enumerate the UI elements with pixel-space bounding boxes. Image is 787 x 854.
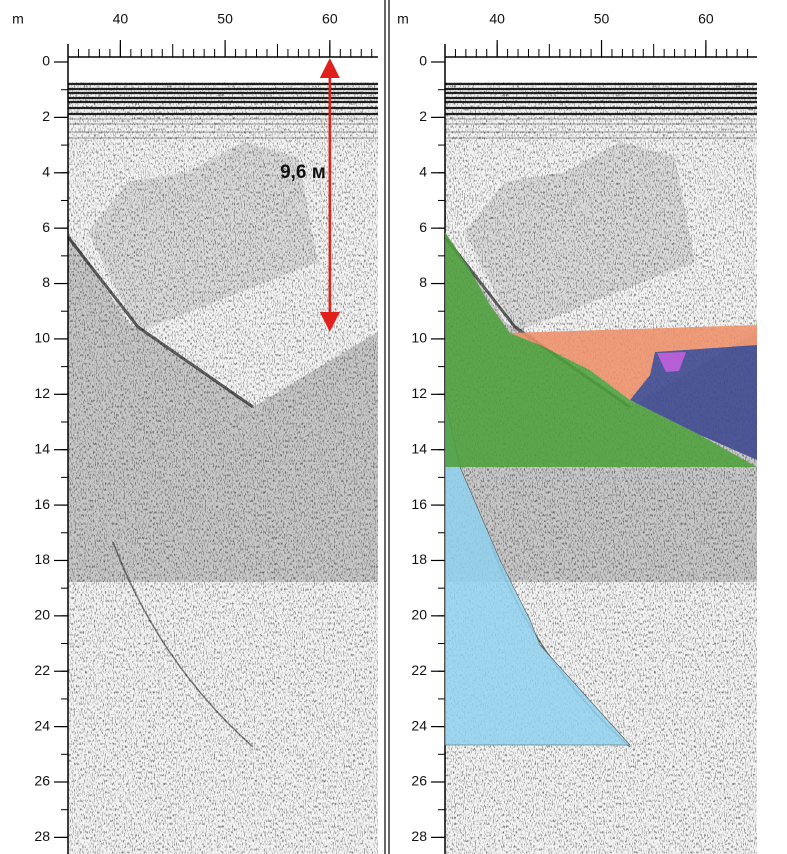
y-tick-label: 18 xyxy=(34,551,50,567)
x-unit-label: m xyxy=(12,11,24,27)
y-tick-label: 6 xyxy=(419,219,427,235)
y-tick-label: 0 xyxy=(42,53,50,69)
y-tick-label: 28 xyxy=(34,828,50,844)
y-tick-label: 14 xyxy=(34,440,50,456)
x-tick-label: 40 xyxy=(113,11,129,27)
layer-orange xyxy=(510,325,757,400)
y-tick-label: 8 xyxy=(42,274,50,290)
x-tick-label: 50 xyxy=(217,11,233,27)
depth-annotation: 9,6 м xyxy=(280,162,326,183)
x-tick-label: 50 xyxy=(594,11,610,27)
layer-purple xyxy=(657,352,686,372)
diffraction-zone xyxy=(88,142,318,332)
y-tick-label: 2 xyxy=(42,108,50,124)
y-tick-label: 20 xyxy=(34,607,50,623)
y-tick-label: 10 xyxy=(411,330,427,346)
deep-reflector xyxy=(112,541,254,748)
x-tick-label: 40 xyxy=(489,11,505,27)
layer-light-blue xyxy=(444,399,631,746)
y-tick-label: 24 xyxy=(411,717,427,733)
y-tick-label: 10 xyxy=(34,330,50,346)
x-unit-label: m xyxy=(397,11,409,27)
y-tick-label: 18 xyxy=(411,551,427,567)
dipping-reflector xyxy=(66,236,254,409)
y-tick-label: 4 xyxy=(42,163,50,179)
diffraction-zone xyxy=(465,142,695,332)
layer-green xyxy=(445,232,757,467)
y-tick-label: 2 xyxy=(419,108,427,124)
y-tick-label: 22 xyxy=(411,662,427,678)
y-tick-label: 12 xyxy=(34,385,50,401)
y-tick-label: 20 xyxy=(411,607,427,623)
y-tick-label: 6 xyxy=(42,219,50,235)
y-tick-label: 28 xyxy=(411,828,427,844)
y-tick-label: 16 xyxy=(34,496,50,512)
y-tick-label: 16 xyxy=(411,496,427,512)
y-tick-label: 22 xyxy=(34,662,50,678)
layer-blue xyxy=(630,345,757,460)
y-tick-label: 14 xyxy=(411,440,427,456)
x-tick-label: 60 xyxy=(698,11,714,27)
interpretation-layers xyxy=(444,232,757,746)
y-tick-label: 24 xyxy=(34,717,50,733)
y-tick-label: 4 xyxy=(419,163,427,179)
y-tick-label: 26 xyxy=(411,773,427,789)
x-tick-label: 60 xyxy=(322,11,338,27)
y-tick-label: 26 xyxy=(34,773,50,789)
y-tick-label: 12 xyxy=(411,385,427,401)
y-tick-label: 8 xyxy=(419,274,427,290)
radargram xyxy=(66,82,378,854)
y-tick-label: 0 xyxy=(419,53,427,69)
reflection-zone xyxy=(68,232,378,582)
